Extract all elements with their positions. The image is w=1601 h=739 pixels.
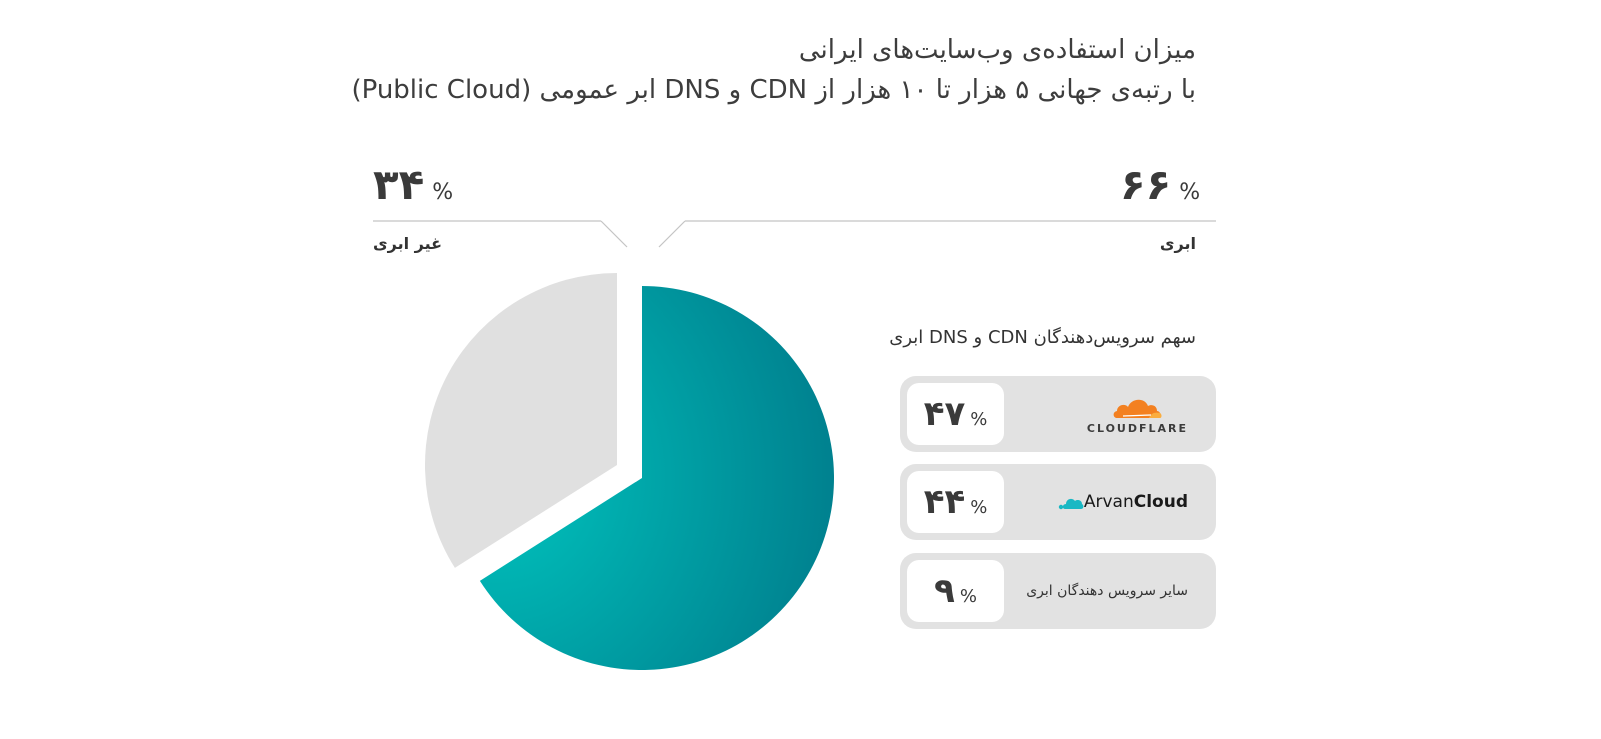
arvancloud-brand: Arvan Cloud — [1058, 464, 1188, 540]
non-cloud-percent-sign: % — [432, 180, 454, 205]
cloudflare-percent-box: ۴۷% — [907, 383, 1004, 445]
breakdown-row-arvancloud: ۴۴% Arvan Cloud — [900, 464, 1216, 540]
arvancloud-logo-icon — [1058, 498, 1084, 510]
chart-title: میزان استفاده‌ی وب‌سایت‌های ایرانی — [798, 35, 1196, 65]
others-label: سایر سرویس دهندگان ابری — [1026, 583, 1188, 599]
arvancloud-wordmark-cloud: Cloud — [1133, 492, 1188, 512]
cloud-percent: ۶۶% — [1120, 160, 1200, 209]
non-cloud-label: غیر ابری — [373, 234, 443, 253]
arvancloud-percent-sign: % — [970, 496, 988, 518]
breakdown-title: سهم سرویس‌دهندگان CDN و DNS ابری — [889, 327, 1196, 348]
chart-title-block: میزان استفاده‌ی وب‌سایت‌های ایرانی با رت… — [336, 30, 1196, 110]
non-cloud-percent-value: ۳۴ — [373, 160, 425, 209]
cloudflare-percent-sign: % — [970, 408, 988, 430]
others-percent-value: ۹ — [934, 571, 955, 611]
right-leader-diagonal — [658, 220, 686, 248]
others-percent-sign: % — [959, 585, 977, 607]
cloud-percent-value: ۶۶ — [1120, 160, 1172, 209]
pie-slice-cloud — [479, 286, 834, 671]
breakdown-row-others: ۹% سایر سرویس دهندگان ابری — [900, 553, 1216, 629]
cloudflare-brand: CLOUDFLARE — [1087, 376, 1188, 452]
arvancloud-percent-box: ۴۴% — [907, 471, 1004, 533]
others-percent-box: ۹% — [907, 560, 1004, 622]
breakdown-row-cloudflare: ۴۷% CLOUDFLARE — [900, 376, 1216, 452]
cloudflare-logo-icon — [1114, 399, 1162, 418]
pie-slice-non-cloud — [424, 273, 617, 568]
left-leader-diagonal — [600, 220, 628, 248]
cloudflare-percent-value: ۴۷ — [923, 394, 966, 434]
cloud-percent-sign: % — [1179, 180, 1201, 205]
non-cloud-percent: ۳۴% — [373, 160, 453, 209]
arvancloud-wordmark-arvan: Arvan — [1083, 492, 1134, 512]
arvancloud-percent-value: ۴۴ — [923, 482, 966, 522]
chart-subtitle: با رتبه‌ی جهانی ۵ هزار تا ۱۰ هزار از CDN… — [351, 75, 1196, 105]
cloud-label: ابری — [1159, 234, 1196, 253]
others-brand: سایر سرویس دهندگان ابری — [1026, 553, 1188, 629]
cloudflare-wordmark: CLOUDFLARE — [1086, 421, 1188, 435]
